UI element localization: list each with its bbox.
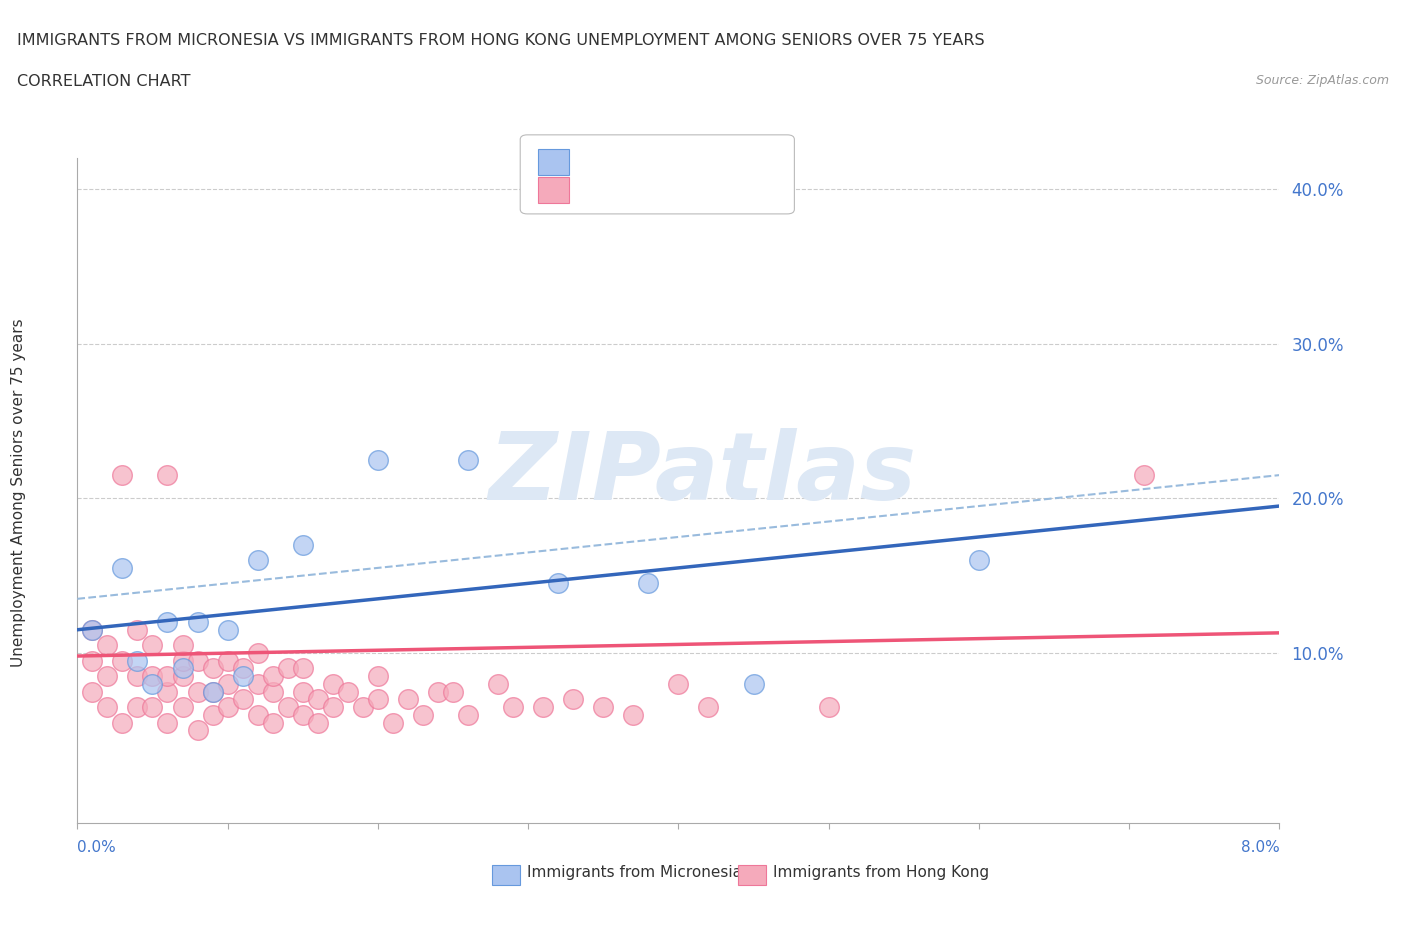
Point [441,684,464,699]
Point [111,468,134,483]
Point [322,699,344,714]
Point [96,699,118,714]
Text: IMMIGRANTS FROM MICRONESIA VS IMMIGRANTS FROM HONG KONG UNEMPLOYMENT AMONG SENIO: IMMIGRANTS FROM MICRONESIA VS IMMIGRANTS… [17,33,984,47]
Text: ZIPatlas: ZIPatlas [489,429,917,520]
Point [201,684,224,699]
Point [531,699,554,714]
Point [141,669,163,684]
Point [697,699,720,714]
Point [246,552,269,567]
Point [82,653,104,668]
Point [156,715,179,730]
Point [201,684,224,699]
Point [172,699,194,714]
Point [322,676,344,691]
Point [217,622,239,637]
Point [277,699,299,714]
Point [232,661,254,676]
Point [742,676,765,691]
Point [457,708,479,723]
Point [156,684,179,699]
Point [457,452,479,467]
Point [246,676,269,691]
Point [336,684,359,699]
Point [637,576,659,591]
Point [127,653,149,668]
Point [291,661,314,676]
Point [141,676,163,691]
Point [367,692,389,707]
Point [172,653,194,668]
Point [262,684,284,699]
Point [82,622,104,637]
Point [111,653,134,668]
Point [277,661,299,676]
Point [367,669,389,684]
Point [412,708,434,723]
Point [217,653,239,668]
Point [96,638,118,653]
Point [307,715,329,730]
Point [172,669,194,684]
Point [232,669,254,684]
Point [307,692,329,707]
Point [232,692,254,707]
Point [156,468,179,483]
Point [668,676,690,691]
Point [502,699,524,714]
Point [127,699,149,714]
Point [246,645,269,660]
Point [367,452,389,467]
Point [186,615,209,630]
Point [352,699,374,714]
Point [817,699,839,714]
Point [592,699,614,714]
Text: 8.0%: 8.0% [1240,840,1279,855]
Text: R =  0.179   N = 18: R = 0.179 N = 18 [581,146,742,164]
Point [141,638,163,653]
Point [172,661,194,676]
Point [562,692,585,707]
Point [291,708,314,723]
Point [217,699,239,714]
Point [262,669,284,684]
Point [186,723,209,737]
Point [291,538,314,552]
Point [172,638,194,653]
Text: 0.0%: 0.0% [77,840,117,855]
Point [201,661,224,676]
Point [186,684,209,699]
Point [291,684,314,699]
Point [186,653,209,668]
Point [156,615,179,630]
Point [111,715,134,730]
Point [156,669,179,684]
Point [381,715,404,730]
Text: Immigrants from Hong Kong: Immigrants from Hong Kong [773,865,990,880]
Text: Immigrants from Micronesia: Immigrants from Micronesia [527,865,742,880]
Point [141,699,163,714]
Point [96,669,118,684]
Point [262,715,284,730]
Text: Source: ZipAtlas.com: Source: ZipAtlas.com [1256,74,1389,87]
Point [621,708,644,723]
Point [127,622,149,637]
Point [201,708,224,723]
Point [967,552,990,567]
Point [1133,468,1156,483]
Point [217,676,239,691]
Point [127,669,149,684]
Point [82,684,104,699]
Text: R =  0.070   N = 69: R = 0.070 N = 69 [581,174,742,192]
Point [486,676,509,691]
Point [246,708,269,723]
Text: Unemployment Among Seniors over 75 years: Unemployment Among Seniors over 75 years [11,319,25,667]
Point [111,561,134,576]
Point [396,692,419,707]
Point [82,622,104,637]
Point [547,576,569,591]
Text: CORRELATION CHART: CORRELATION CHART [17,74,190,89]
Point [427,684,450,699]
